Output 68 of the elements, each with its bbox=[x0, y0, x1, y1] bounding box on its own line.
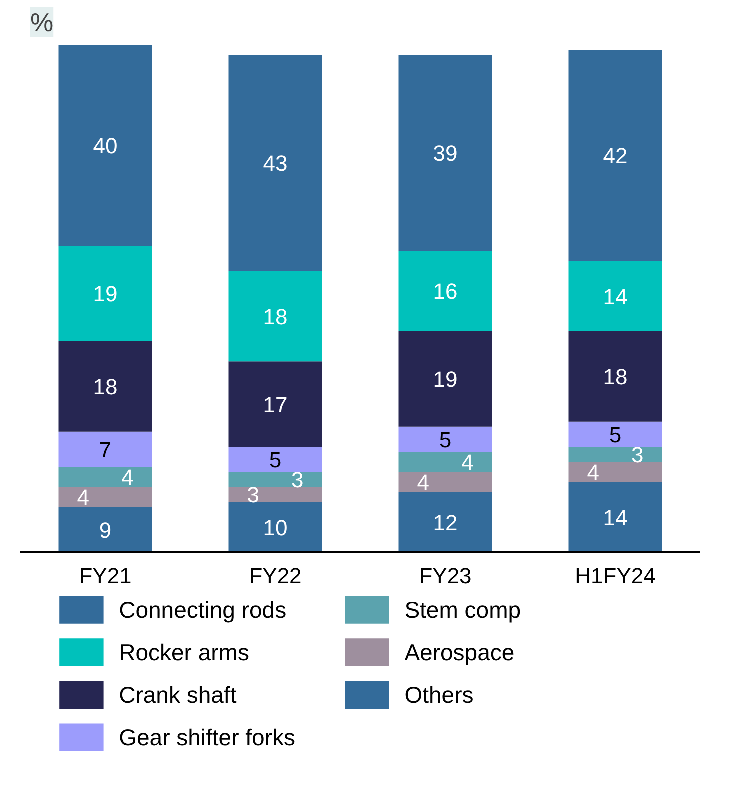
bar bbox=[568, 422, 662, 447]
bar bbox=[568, 482, 662, 552]
bar bbox=[58, 487, 152, 508]
data-label: 3 bbox=[247, 482, 260, 508]
data-label: 14 bbox=[603, 284, 628, 310]
data-label: 4 bbox=[461, 450, 474, 476]
legend-label: Aerospace bbox=[404, 640, 515, 666]
bar bbox=[568, 261, 662, 332]
bar bbox=[228, 271, 322, 362]
data-label: 5 bbox=[269, 448, 282, 473]
bar bbox=[58, 432, 152, 468]
data-label: 18 bbox=[93, 374, 118, 400]
bar bbox=[58, 507, 152, 552]
data-label: 4 bbox=[417, 470, 430, 496]
legend-label: Connecting rods bbox=[119, 597, 287, 623]
bar bbox=[398, 472, 492, 492]
bar bbox=[568, 446, 662, 462]
data-label: 4 bbox=[587, 460, 600, 486]
data-label: 10 bbox=[263, 515, 288, 540]
data-label: 7 bbox=[99, 438, 112, 462]
bar bbox=[58, 467, 152, 488]
bar bbox=[398, 251, 492, 332]
data-label: 16 bbox=[433, 279, 458, 304]
x-tick-label: FY23 bbox=[419, 564, 472, 588]
legend-label: Gear shifter forks bbox=[119, 724, 296, 751]
data-label: 17 bbox=[263, 392, 288, 418]
bar bbox=[228, 55, 322, 272]
data-label: 4 bbox=[77, 485, 90, 510]
bar bbox=[398, 55, 492, 252]
legend-label: Stem comp bbox=[404, 597, 522, 623]
data-label: 42 bbox=[603, 144, 628, 169]
bar bbox=[228, 472, 322, 488]
bar bbox=[398, 331, 492, 427]
x-tick-label: FY22 bbox=[249, 564, 302, 588]
bar bbox=[398, 492, 492, 552]
bar bbox=[58, 45, 152, 246]
bar bbox=[398, 452, 492, 472]
bar bbox=[568, 331, 662, 422]
bar bbox=[58, 246, 152, 342]
data-label: 3 bbox=[291, 468, 304, 493]
data-label: 12 bbox=[433, 510, 458, 536]
bar bbox=[228, 362, 322, 447]
legend-label: Others bbox=[404, 682, 474, 708]
data-label: 19 bbox=[93, 282, 118, 307]
data-label: 43 bbox=[263, 151, 288, 176]
x-tick-label: FY21 bbox=[79, 564, 132, 588]
data-label: 3 bbox=[631, 442, 644, 468]
data-label: 39 bbox=[433, 141, 458, 166]
data-label: 18 bbox=[603, 364, 628, 390]
bar bbox=[398, 426, 492, 452]
data-label: 18 bbox=[263, 304, 288, 330]
data-label: 4 bbox=[121, 465, 134, 490]
bar bbox=[228, 446, 322, 472]
data-label: 9 bbox=[99, 518, 112, 543]
data-label: 14 bbox=[603, 505, 628, 530]
chart-title: % bbox=[30, 8, 54, 38]
bar bbox=[568, 50, 662, 262]
x-tick-label: H1FY24 bbox=[575, 564, 656, 588]
bar bbox=[58, 341, 152, 432]
legend-label: Rocker arms bbox=[119, 640, 250, 666]
bar bbox=[228, 487, 322, 502]
data-label: 5 bbox=[439, 427, 452, 452]
data-label: 19 bbox=[433, 367, 458, 392]
legend-label: Crank shaft bbox=[119, 682, 238, 708]
bar bbox=[568, 462, 662, 482]
data-label: 5 bbox=[609, 422, 622, 448]
data-label: 40 bbox=[93, 134, 118, 159]
bar bbox=[228, 502, 322, 552]
